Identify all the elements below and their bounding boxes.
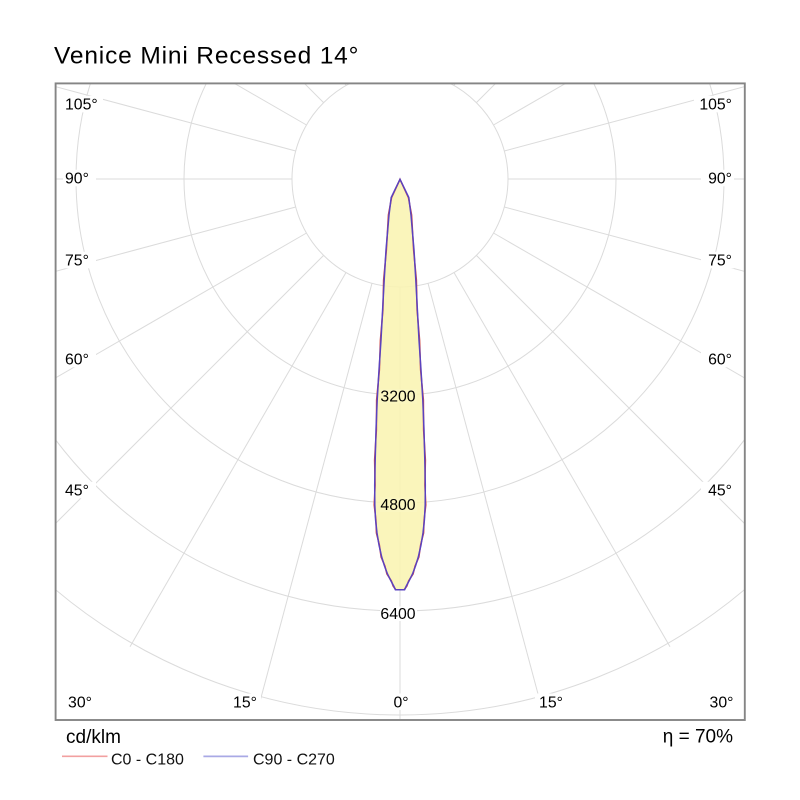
svg-text:cd/klm: cd/klm <box>66 727 121 748</box>
svg-text:4800: 4800 <box>380 497 415 514</box>
svg-text:η = 70%: η = 70% <box>663 727 733 748</box>
svg-text:C0 - C180: C0 - C180 <box>111 752 184 769</box>
svg-text:C90 - C270: C90 - C270 <box>253 752 335 769</box>
svg-text:30°: 30° <box>68 695 92 712</box>
svg-text:30°: 30° <box>710 695 734 712</box>
svg-text:105°: 105° <box>699 97 732 114</box>
svg-text:60°: 60° <box>708 352 732 369</box>
svg-text:0°: 0° <box>393 695 408 712</box>
svg-text:45°: 45° <box>708 483 732 500</box>
svg-text:45°: 45° <box>65 483 89 500</box>
svg-text:6400: 6400 <box>380 606 415 623</box>
svg-text:3200: 3200 <box>380 388 415 405</box>
svg-text:90°: 90° <box>65 171 89 188</box>
svg-text:Venice Mini Recessed 14°: Venice Mini Recessed 14° <box>54 42 359 69</box>
svg-text:75°: 75° <box>708 253 732 270</box>
svg-text:105°: 105° <box>65 97 98 114</box>
svg-text:75°: 75° <box>65 253 89 270</box>
svg-text:15°: 15° <box>539 695 563 712</box>
svg-text:90°: 90° <box>708 171 732 188</box>
svg-text:15°: 15° <box>233 695 257 712</box>
svg-text:60°: 60° <box>65 352 89 369</box>
